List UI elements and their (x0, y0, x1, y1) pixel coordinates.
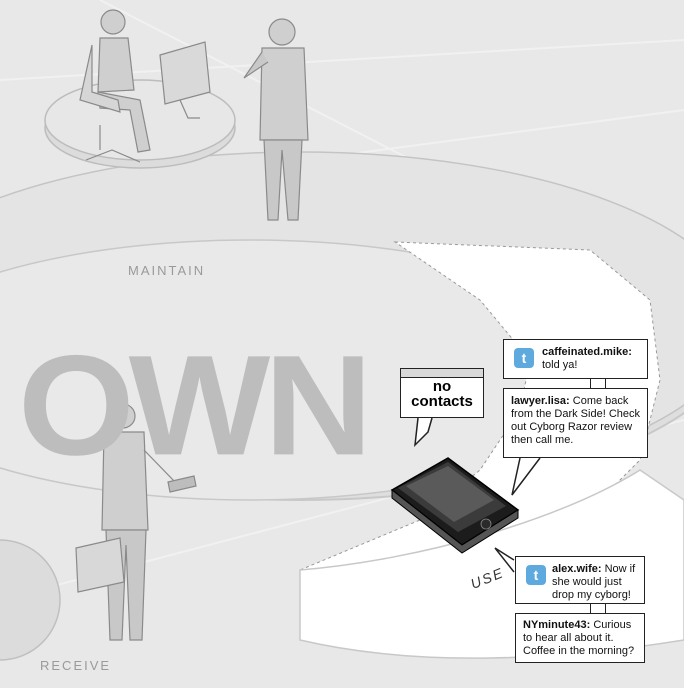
twitter-bird-icon: t (526, 565, 546, 585)
bubble-connector (590, 379, 606, 389)
tweet-text: Now if she would just drop my cyborg! (552, 563, 636, 601)
tweet-handle: lawyer.lisa: (511, 395, 570, 407)
tweet-bubble-lawyer-lisa: lawyer.lisa: Come back from the Dark Sid… (503, 388, 648, 458)
tweet-text: told ya! (542, 359, 578, 371)
tweet-body: alex.wife: Now if she would just drop my… (552, 563, 642, 602)
maintain-label: MAINTAIN (128, 263, 206, 278)
receive-platform (0, 539, 61, 661)
no-contacts-line2: contacts (411, 393, 473, 410)
seated-operator-figure (79, 9, 211, 163)
tweet-handle: NYminute43: (523, 619, 591, 631)
tweet-body: caffeinated.mike: told ya! (542, 346, 646, 372)
no-contacts-bubble: no contacts (400, 368, 484, 418)
tweet-bubble-caffeinated-mike: t caffeinated.mike: told ya! (503, 339, 648, 379)
tweet-text: Curious to hear all about it. Coffee in … (523, 619, 635, 657)
receive-label: RECEIVE (40, 658, 112, 673)
smartphone-icon (390, 457, 520, 554)
no-contacts-line1: no (432, 378, 452, 395)
tweet-text: Come back from the Dark Side! Check out … (511, 395, 640, 446)
bubble-titlebar (401, 369, 483, 378)
own-heading: OWN (18, 325, 373, 485)
tweet-handle: alex.wife: (552, 563, 602, 575)
man-with-shopping-bag-figure (75, 403, 197, 641)
twitter-bird-icon: t (514, 348, 534, 368)
tweet-bubble-alex-wife: t alex.wife: Now if she would just drop … (515, 556, 645, 604)
tweet-bubble-nyminute43: NYminute43: Curious to hear all about it… (515, 613, 645, 663)
bubble-connector (590, 604, 606, 614)
tweet-handle: caffeinated.mike: (542, 346, 632, 358)
standing-man-phone-figure (243, 18, 309, 221)
